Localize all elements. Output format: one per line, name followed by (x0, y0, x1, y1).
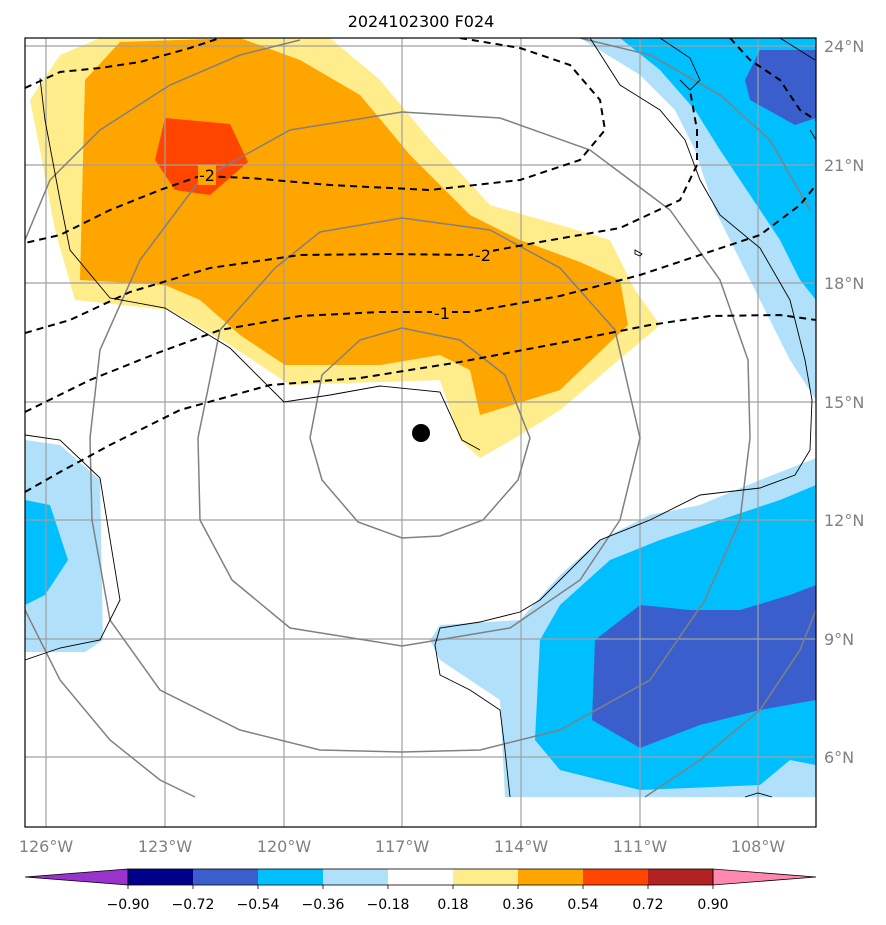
colorbar-segment (258, 869, 323, 885)
colorbar-label: −0.72 (172, 897, 215, 913)
lat-label: 18°N (824, 274, 864, 293)
range-ring-inner (309, 327, 531, 539)
colorbar-segment (388, 869, 453, 885)
contour-minus1 (25, 184, 816, 413)
contour-label-1: -2 (199, 166, 215, 185)
graticule (25, 38, 816, 827)
colorbar-label: −0.54 (237, 897, 280, 913)
colorbar-segment (323, 869, 388, 885)
longitude-labels: 126°W 123°W 120°W 117°W 114°W 111°W 108°… (19, 837, 786, 856)
lat-label: 15°N (824, 393, 864, 412)
colorbar-label: 0.72 (632, 897, 663, 913)
positive-anomaly-fill (30, 38, 660, 458)
range-rings (25, 38, 816, 798)
lat-label: 9°N (824, 630, 854, 649)
colorbar-label: 0.90 (697, 897, 728, 913)
colorbar-segment (128, 869, 193, 885)
lon-label: 117°W (375, 837, 430, 856)
lat-label: 21°N (824, 156, 864, 175)
latitude-labels: 24°N 21°N 18°N 15°N 12°N 9°N 6°N (824, 37, 864, 767)
colorbar-label: 0.54 (567, 897, 598, 913)
colorbar-label: −0.18 (367, 897, 410, 913)
lat-label: 24°N (824, 37, 864, 56)
dashed-contours (25, 38, 816, 493)
lon-label: 120°W (257, 837, 312, 856)
contour-labels: -2 -2 -1 (198, 165, 493, 323)
colorbar-label: −0.90 (107, 897, 150, 913)
contour-lower (25, 313, 816, 493)
lon-label: 111°W (613, 837, 668, 856)
fill-royal-blue-se (592, 585, 816, 748)
colorbar-extend-low (24, 868, 129, 886)
colorbar-label: −0.36 (302, 897, 345, 913)
contour-label-2: -2 (475, 246, 491, 265)
colorbar-segment (583, 869, 648, 885)
colorbar-segment (518, 869, 583, 885)
storm-center-marker (412, 424, 430, 442)
map-frame (24, 37, 817, 828)
lat-label: 12°N (824, 511, 864, 530)
fill-red-orange (155, 118, 248, 195)
lat-label: 6°N (824, 748, 854, 767)
colorbar-label: 0.36 (502, 897, 533, 913)
colorbar-segment (648, 869, 713, 885)
map-title: 2024102300 F024 (348, 12, 495, 31)
range-ring-outer (89, 111, 751, 753)
contour-upper-left (25, 38, 221, 89)
coastlines (25, 38, 816, 798)
range-ring-middle (197, 217, 641, 647)
lon-label: 123°W (138, 837, 193, 856)
lon-label: 114°W (494, 837, 549, 856)
map-plot-area (25, 38, 816, 827)
colorbar-extend-high (712, 868, 817, 886)
fill-light-blue-west (25, 440, 103, 652)
range-ring-outermost (25, 38, 816, 798)
colorbar-label: 0.18 (437, 897, 468, 913)
colorbar: −0.90 −0.72 −0.54 −0.36 −0.18 0.18 0.36 … (24, 868, 817, 913)
colorbar-segment (193, 869, 258, 885)
colorbar-segment (453, 869, 518, 885)
lon-label: 126°W (19, 837, 74, 856)
contour-minus2 (25, 89, 698, 334)
contour-label-3: -1 (434, 304, 450, 323)
lon-label: 108°W (731, 837, 786, 856)
contour-upper-right (729, 38, 816, 121)
